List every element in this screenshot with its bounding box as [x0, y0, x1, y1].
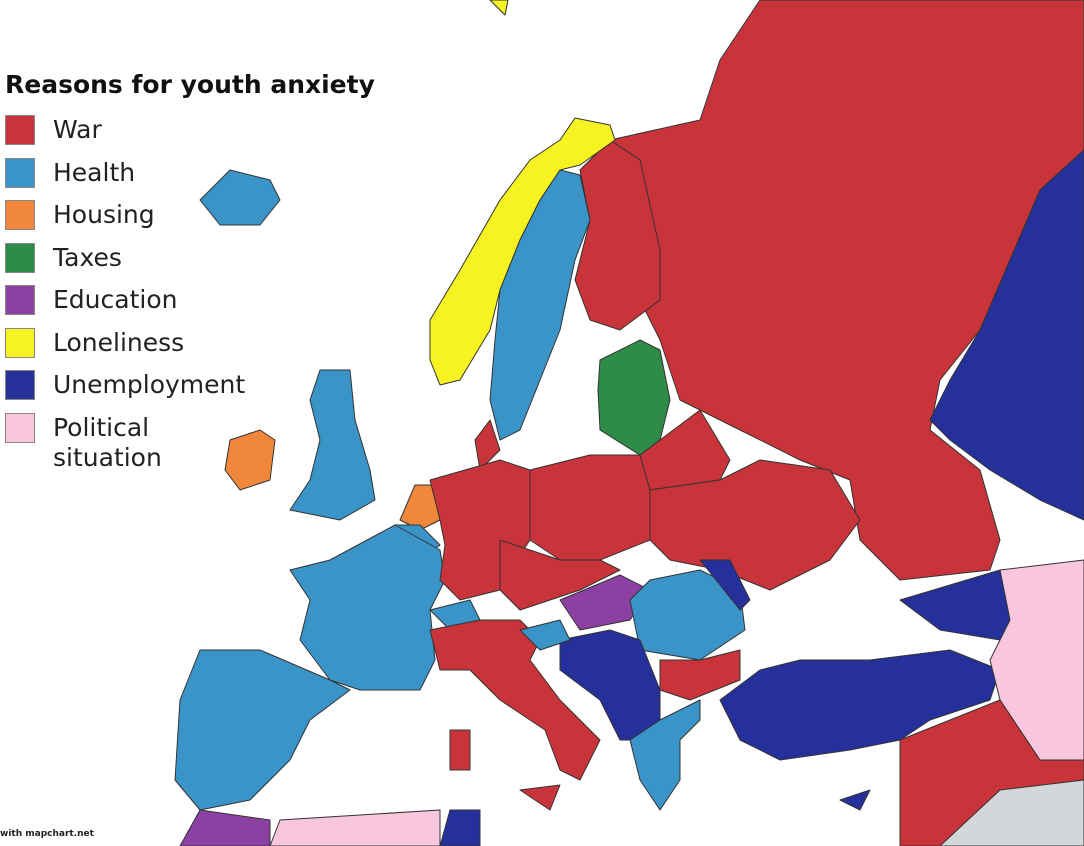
croatia [519, 619, 571, 651]
central [499, 539, 621, 611]
tunisia [439, 809, 481, 846]
legend-swatch [5, 370, 35, 400]
greece [629, 699, 701, 811]
legend-label: Education [53, 285, 178, 314]
sweden [489, 169, 591, 441]
legend-item: Education [5, 285, 375, 315]
legend-swatch [5, 200, 35, 230]
legend-label: Housing [53, 200, 155, 229]
credit: with mapchart.net [0, 829, 94, 839]
legend-item: War [5, 115, 375, 145]
france [289, 524, 446, 691]
finland [574, 139, 661, 331]
moldova [699, 559, 751, 611]
poland [529, 454, 651, 561]
legend-swatch [5, 327, 35, 358]
legend-item: Health [5, 157, 375, 188]
svalbard [489, 0, 509, 16]
legend-item: Housing [5, 200, 375, 230]
countries [174, 0, 1084, 846]
sardinia [449, 729, 471, 771]
uk [289, 369, 376, 521]
legend-item: Unemployment [5, 370, 375, 400]
iceland [199, 169, 281, 226]
kazakhstan [929, 149, 1084, 521]
cyprus [839, 789, 871, 811]
ukraine [649, 459, 861, 591]
gulf [939, 779, 1084, 846]
legend-item: Political situation [5, 412, 375, 473]
legend-swatch [5, 242, 35, 273]
legend-label: Health [53, 157, 136, 187]
russia [599, 0, 1084, 581]
legend-item: Loneliness [5, 327, 375, 358]
morocco [179, 809, 271, 846]
legend-label: Unemployment [53, 370, 246, 399]
legend-item: Taxes [5, 242, 375, 273]
algeria [269, 809, 441, 846]
legend-label: Political situation [53, 412, 162, 472]
legend-swatch [5, 157, 35, 188]
legend: Reasons for youth anxiety War Health Housi… [5, 70, 375, 485]
denmark [474, 419, 501, 471]
legend-swatch [5, 115, 35, 145]
sicily [519, 784, 561, 811]
turkey [719, 649, 1001, 761]
baltics [597, 339, 671, 456]
map-title: Reasons for youth anxiety [5, 70, 375, 99]
iberia [174, 649, 351, 811]
legend-label: Loneliness [53, 327, 185, 357]
legend-swatch [5, 285, 35, 315]
ireland [224, 429, 276, 491]
legend-swatch [5, 412, 35, 443]
legend-label: Taxes [53, 242, 122, 272]
italy [429, 619, 601, 781]
legend-label: War [53, 115, 102, 144]
norway [429, 117, 616, 386]
romania [629, 569, 746, 661]
